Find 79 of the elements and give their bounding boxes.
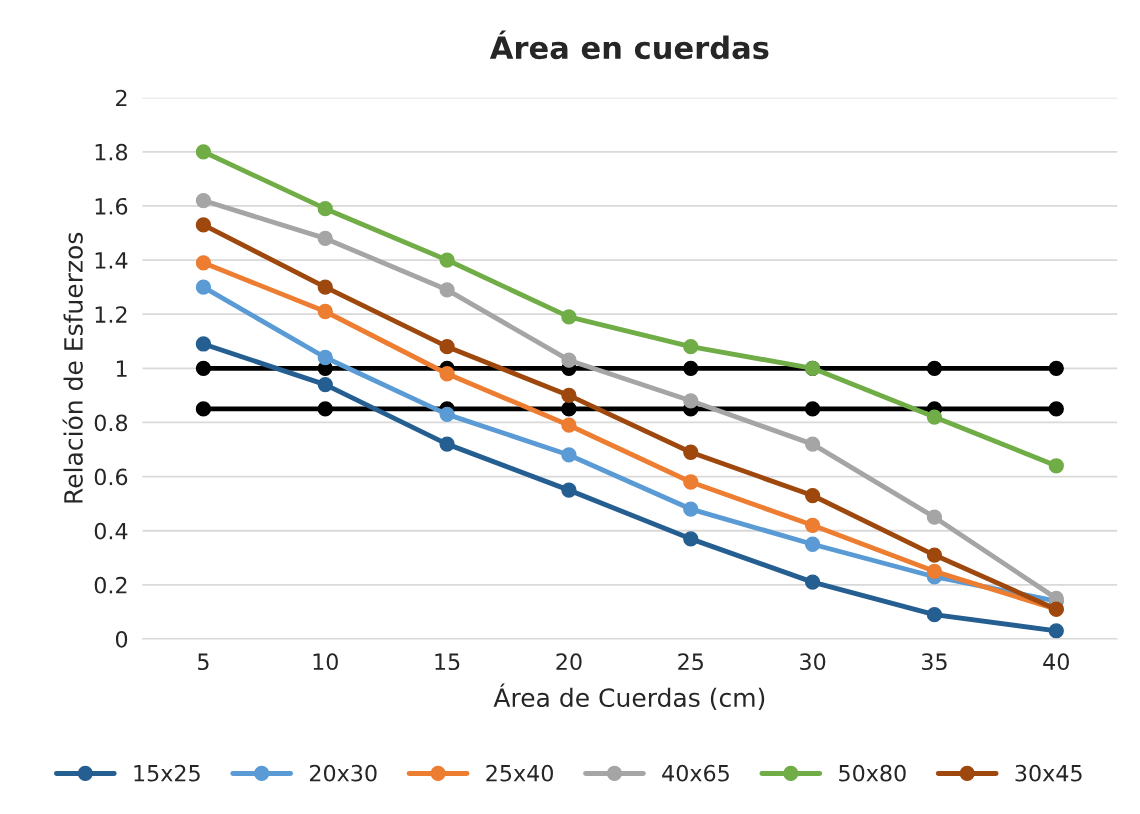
point xyxy=(1048,623,1064,639)
point xyxy=(439,252,455,268)
point xyxy=(195,336,212,352)
point xyxy=(683,501,699,517)
point xyxy=(561,417,577,433)
point xyxy=(926,606,943,623)
point xyxy=(317,376,333,393)
legend-label: 40x65 xyxy=(662,764,729,782)
point xyxy=(683,393,699,409)
point xyxy=(1048,401,1064,417)
point xyxy=(926,547,943,563)
point xyxy=(683,474,699,490)
legend-label: 20x30 xyxy=(309,764,377,782)
y-tick-label: 1.2 xyxy=(95,306,127,323)
point xyxy=(439,366,455,382)
point xyxy=(439,339,455,355)
point xyxy=(195,217,212,233)
point xyxy=(317,279,333,295)
point xyxy=(439,436,455,452)
y-tick-label: 0.2 xyxy=(94,576,127,594)
chart-title: Área en cuerdas xyxy=(489,30,769,60)
x-tick-label: 20 xyxy=(556,653,582,671)
x-tick-label: 35 xyxy=(922,653,947,671)
point xyxy=(195,255,212,271)
point xyxy=(926,409,943,425)
y-tick-label: 1.4 xyxy=(95,252,128,269)
point xyxy=(804,436,821,452)
y-axis-title: Relación de Esfuerzos xyxy=(62,232,83,503)
y-tick-label: 2 xyxy=(116,89,127,107)
point xyxy=(683,339,699,355)
point xyxy=(195,401,212,417)
point xyxy=(561,309,577,325)
y-tick-label: 1.8 xyxy=(95,143,128,161)
y-tick-label: 1.6 xyxy=(95,197,128,215)
point xyxy=(317,303,333,320)
point xyxy=(195,279,212,295)
x-tick-label: 25 xyxy=(678,653,703,671)
point xyxy=(926,360,943,376)
x-axis-title: Área de Cuerdas (cm) xyxy=(493,683,765,711)
x-tick-label: 40 xyxy=(1043,653,1069,671)
point xyxy=(683,444,699,460)
y-tick-label: 0.4 xyxy=(94,522,128,540)
point xyxy=(195,360,212,376)
point xyxy=(439,282,455,298)
point xyxy=(317,201,333,217)
y-tick-label: 0.8 xyxy=(94,414,128,432)
legend-label: 50x80 xyxy=(839,764,906,782)
point xyxy=(804,517,821,533)
x-tick-label: 15 xyxy=(435,653,460,671)
point xyxy=(439,406,455,422)
y-tick-label: 0 xyxy=(115,630,128,648)
legend-label: 30x45 xyxy=(1015,764,1082,782)
point xyxy=(195,144,212,160)
point xyxy=(1048,458,1064,474)
point xyxy=(561,447,577,463)
point xyxy=(317,349,333,366)
y-tick-label: 0.6 xyxy=(94,468,128,486)
point xyxy=(561,482,577,498)
point xyxy=(317,230,333,247)
x-tick-label: 30 xyxy=(800,653,826,671)
point xyxy=(317,401,333,417)
point xyxy=(804,487,821,504)
x-tick-label: 5 xyxy=(198,653,209,671)
point xyxy=(561,352,577,368)
point xyxy=(683,360,699,376)
point xyxy=(926,509,943,525)
x-tick-label: 10 xyxy=(313,653,338,671)
point xyxy=(561,387,577,404)
point xyxy=(804,574,821,590)
point xyxy=(1048,360,1064,376)
y-tick-label: 1 xyxy=(116,360,127,377)
legend-label: 25x40 xyxy=(486,764,553,782)
point xyxy=(195,192,212,209)
point xyxy=(926,563,943,579)
legend-label: 15x25 xyxy=(134,764,200,782)
point xyxy=(804,401,821,417)
point xyxy=(804,536,821,552)
point xyxy=(561,401,577,417)
point xyxy=(683,531,699,547)
